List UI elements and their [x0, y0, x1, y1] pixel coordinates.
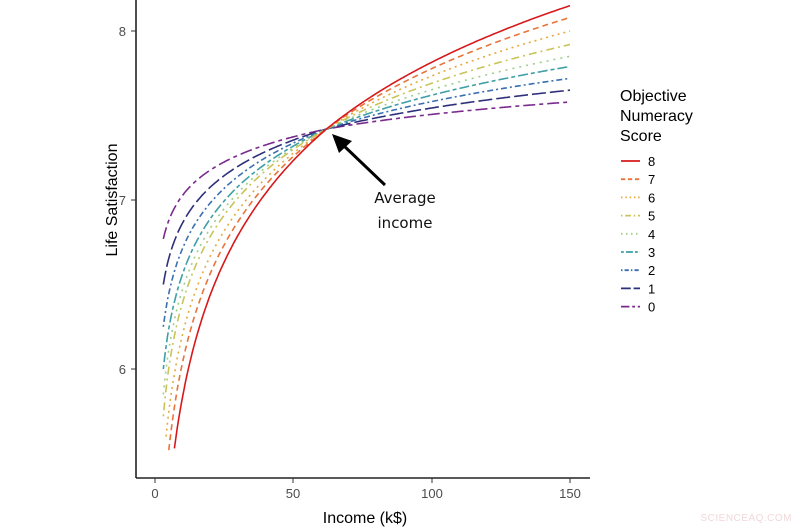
series-layer — [162, 4, 571, 451]
legend-item-8: 8 — [621, 154, 655, 169]
arrow-head-icon — [332, 134, 352, 153]
legend-item-3: 3 — [621, 245, 655, 260]
legend-item-4: 4 — [621, 227, 655, 242]
legend-label: 0 — [648, 300, 655, 315]
watermark: SCIENCEAQ.COM — [700, 513, 792, 524]
legend-item-5: 5 — [621, 209, 655, 224]
series-line-4 — [162, 55, 571, 395]
y-tick-6: 6 — [119, 362, 126, 377]
average-income-annotation: Average income — [332, 134, 436, 232]
x-tick-50: 50 — [286, 486, 300, 501]
y-axis-title: Life Satisfaction — [104, 144, 121, 257]
legend-items: 8 7 6 5 4 3 2 1 0 — [621, 154, 655, 315]
x-axis-title: Income (k$) — [323, 510, 407, 527]
legend-label: 6 — [648, 190, 655, 205]
x-ticks: 0 50 100 150 — [151, 478, 581, 501]
legend-label: 4 — [648, 227, 655, 242]
y-tick-8: 8 — [119, 24, 126, 39]
x-tick-0: 0 — [151, 486, 158, 501]
legend-item-6: 6 — [621, 190, 655, 205]
legend-item-7: 7 — [621, 172, 655, 187]
x-tick-100: 100 — [421, 486, 443, 501]
series-line-5 — [162, 43, 571, 417]
legend-item-1: 1 — [621, 281, 655, 296]
annotation-line-2: income — [378, 214, 433, 232]
y-tick-7: 7 — [119, 193, 126, 208]
legend: Objective Numeracy Score 8 7 6 5 4 3 2 1 0 — [620, 88, 693, 315]
legend-label: 5 — [648, 209, 655, 224]
series-line-7 — [168, 16, 571, 451]
y-ticks: 6 7 8 — [119, 24, 136, 377]
annotation-line-1: Average — [374, 189, 436, 207]
series-line-6 — [165, 30, 571, 437]
series-line-0 — [162, 101, 571, 240]
series-line-3 — [162, 65, 571, 370]
legend-item-0: 0 — [621, 300, 655, 315]
legend-label: 2 — [648, 263, 655, 278]
legend-label: 8 — [648, 154, 655, 169]
series-line-2 — [162, 77, 571, 327]
legend-title-line-1: Objective — [620, 88, 687, 105]
arrow-shaft — [340, 142, 387, 187]
legend-title-line-2: Numeracy — [620, 108, 693, 125]
x-tick-150: 150 — [559, 486, 581, 501]
series-line-1 — [162, 89, 571, 285]
legend-label: 3 — [648, 245, 655, 260]
legend-title-line-3: Score — [620, 128, 662, 145]
legend-item-2: 2 — [621, 263, 655, 278]
legend-label: 1 — [648, 281, 655, 296]
series-line-8 — [173, 4, 571, 449]
legend-label: 7 — [648, 172, 655, 187]
